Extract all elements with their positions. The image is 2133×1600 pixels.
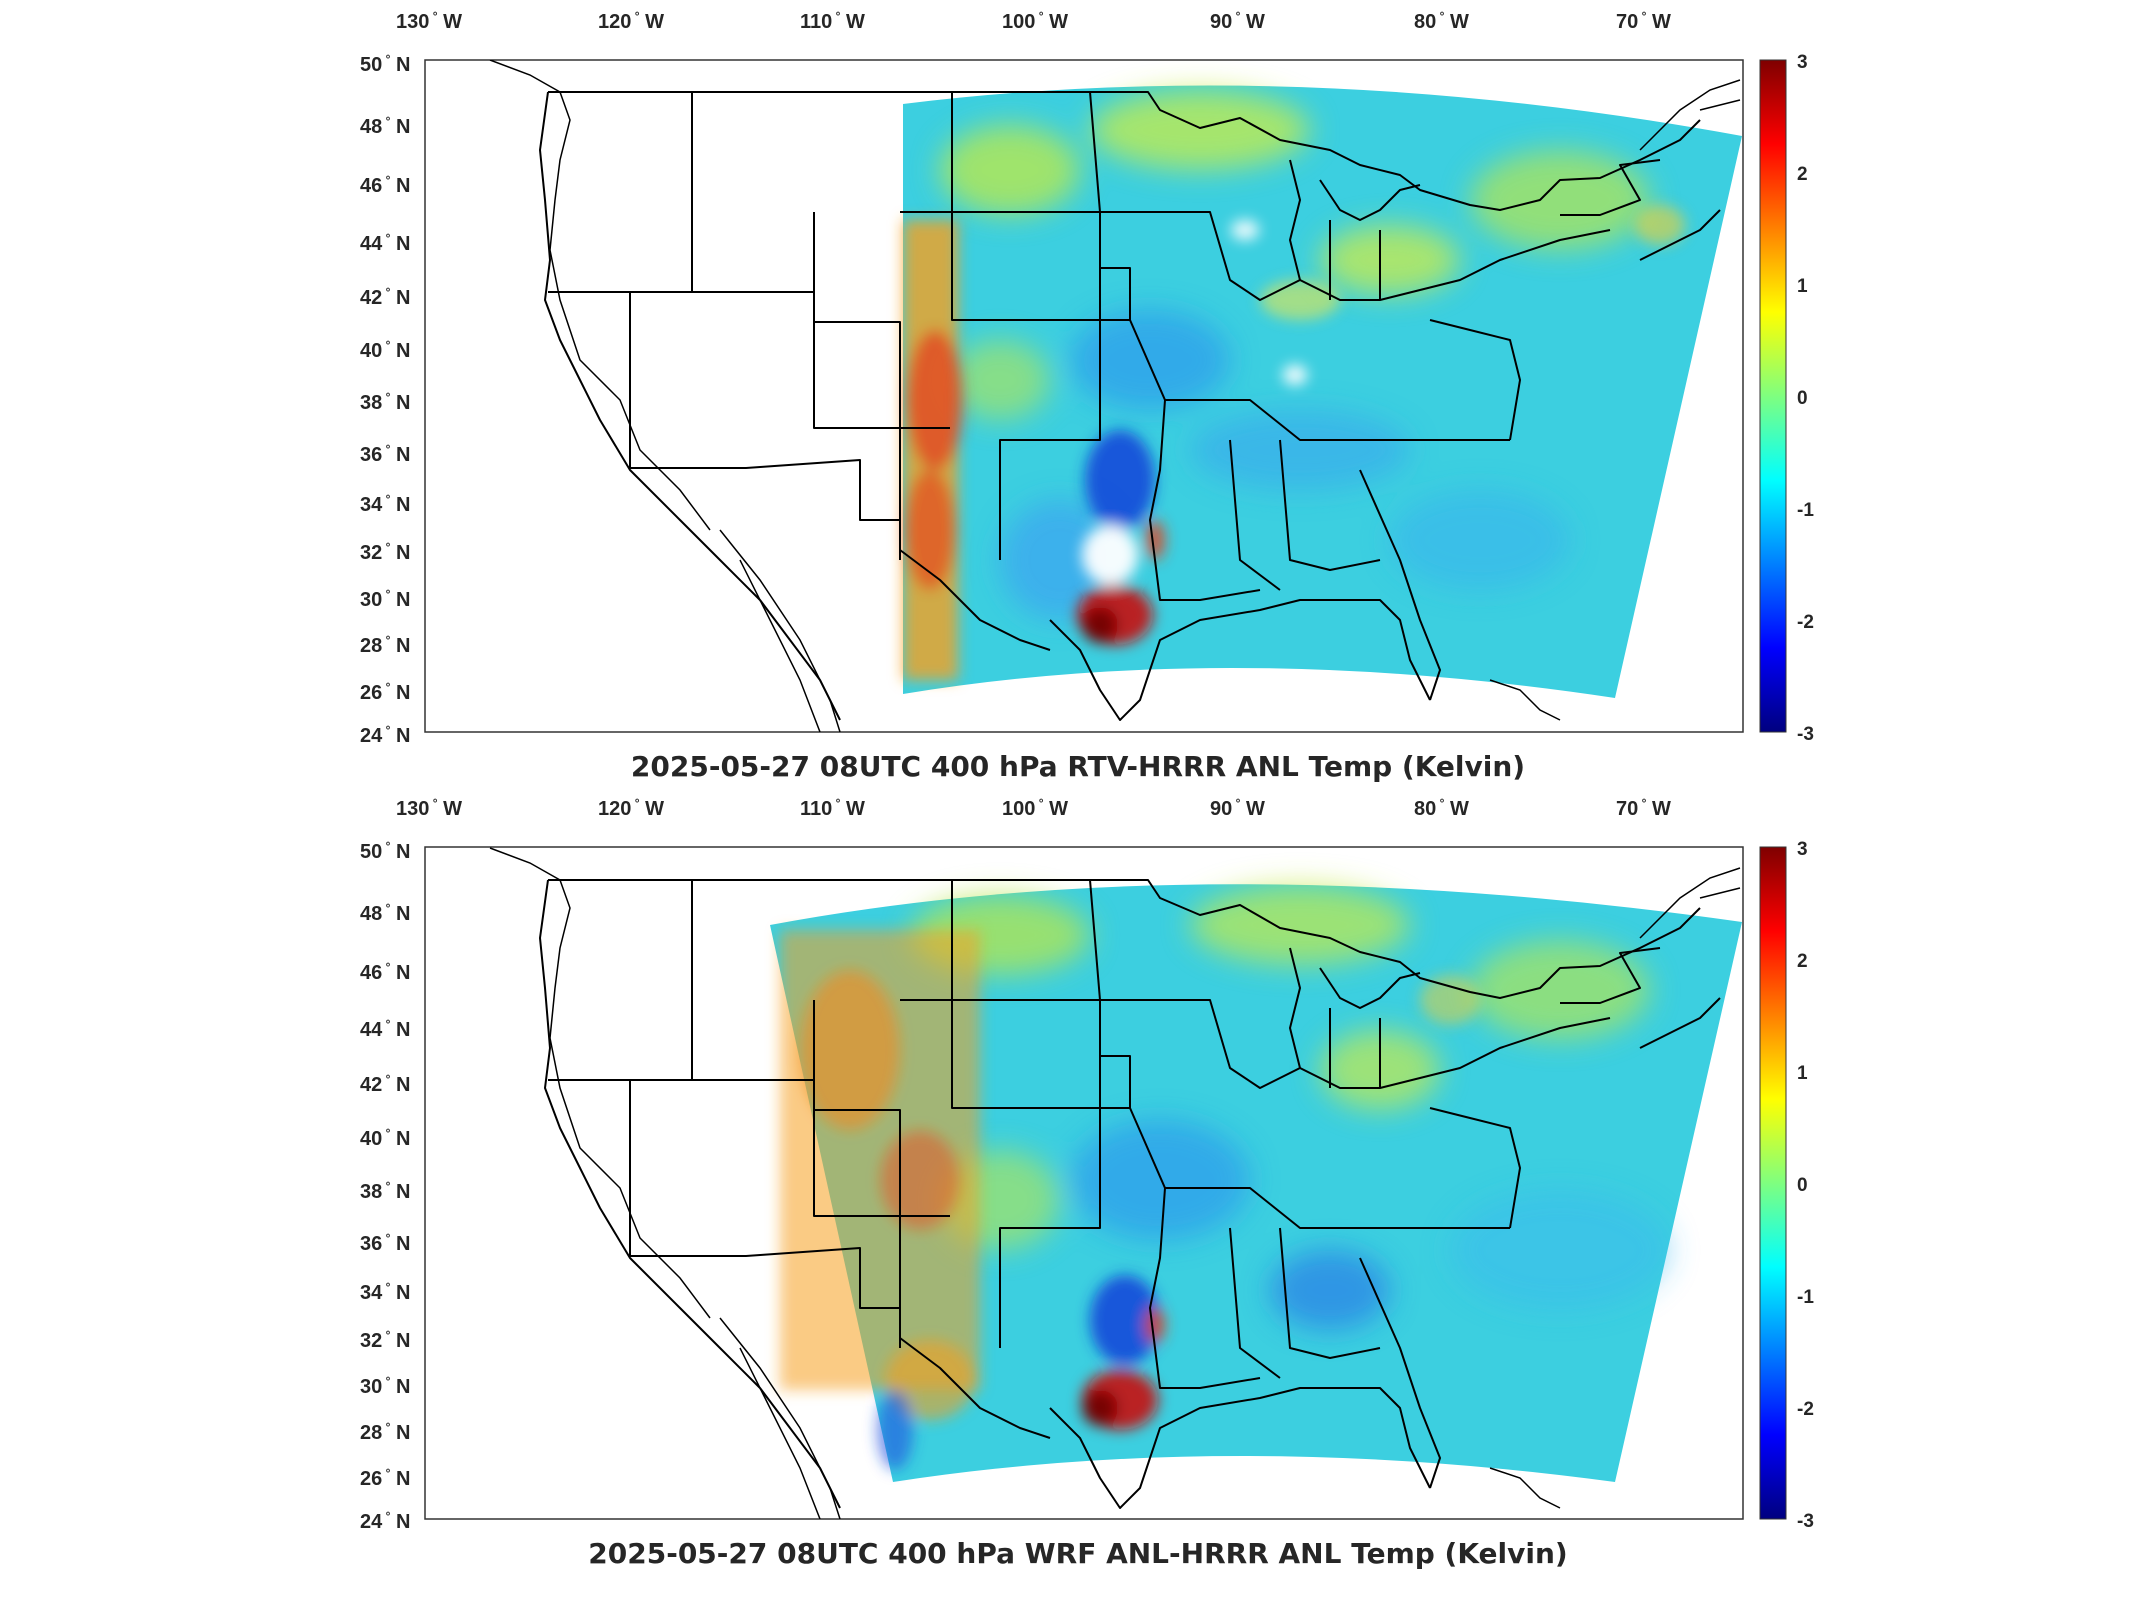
- colorbar-tick: -1: [1797, 500, 1814, 521]
- lat-label: 34 ° N: [360, 1280, 410, 1304]
- colorbar-tick: 3: [1797, 52, 1808, 73]
- lat-label: 30 ° N: [360, 587, 410, 611]
- lat-label: 38 ° N: [360, 390, 410, 414]
- lon-label: 130 ° W: [396, 9, 462, 33]
- lat-label: 46 ° N: [360, 960, 410, 984]
- colorbar-tick: 0: [1797, 1175, 1808, 1196]
- field-domain: [770, 884, 1742, 1482]
- colorbar-tick: 0: [1797, 388, 1808, 409]
- colorbar: 3 2 1 0 -1 -2 -3: [1759, 52, 1814, 745]
- colorbar-tick: 2: [1797, 164, 1808, 185]
- colorbar-gradient: [1759, 59, 1787, 733]
- colorbar-tick: 2: [1797, 951, 1808, 972]
- colorbar-tick: -3: [1797, 1511, 1814, 1532]
- longitude-labels: 130 ° W 120 ° W 110 ° W 100 ° W 90 ° W 8…: [396, 9, 1671, 33]
- lon-label: 80 ° W: [1414, 796, 1469, 820]
- lat-label: 48 ° N: [360, 901, 410, 925]
- lat-label: 40 ° N: [360, 338, 410, 362]
- lon-label: 90 ° W: [1210, 796, 1265, 820]
- lat-label: 50 ° N: [360, 839, 410, 863]
- lat-label: 50 ° N: [360, 52, 410, 76]
- coastlines: [489, 847, 1741, 1519]
- latitude-labels: 50 ° N 48 ° N 46 ° N 44 ° N 42 ° N 40 ° …: [360, 839, 410, 1533]
- lat-label: 36 ° N: [360, 442, 410, 466]
- panel-title: 2025-05-27 08UTC 400 hPa WRF ANL-HRRR AN…: [588, 1537, 1567, 1570]
- latitude-labels: 50 ° N 48 ° N 46 ° N 44 ° N 42 ° N 40 ° …: [360, 52, 410, 747]
- lon-label: 90 ° W: [1210, 9, 1265, 33]
- lon-label: 110 ° W: [800, 796, 865, 820]
- lat-label: 26 ° N: [360, 1466, 410, 1490]
- lat-label: 32 ° N: [360, 540, 410, 564]
- lat-label: 26 ° N: [360, 680, 410, 704]
- lon-label: 120 ° W: [598, 9, 664, 33]
- colorbar-tick: -1: [1797, 1287, 1814, 1308]
- lat-label: 30 ° N: [360, 1374, 410, 1398]
- lat-label: 24 ° N: [360, 1509, 410, 1533]
- colorbar-tick: 3: [1797, 839, 1808, 860]
- lon-label: 100 ° W: [1002, 9, 1068, 33]
- coastlines: [489, 60, 1741, 732]
- lat-label: 38 ° N: [360, 1179, 410, 1203]
- lat-label: 48 ° N: [360, 114, 410, 138]
- panel-title: 2025-05-27 08UTC 400 hPa RTV-HRRR ANL Te…: [631, 750, 1525, 783]
- colorbar: 3 2 1 0 -1 -2 -3: [1759, 839, 1814, 1532]
- panel-top: 130 ° W 120 ° W 110 ° W 100 ° W 90 ° W 8…: [360, 9, 1814, 783]
- lon-label: 70 ° W: [1616, 9, 1671, 33]
- lat-label: 44 ° N: [360, 1017, 410, 1041]
- colorbar-tick: -2: [1797, 1399, 1814, 1420]
- longitude-labels: 130 ° W 120 ° W 110 ° W 100 ° W 90 ° W 8…: [396, 796, 1671, 820]
- colorbar-gradient: [1759, 846, 1787, 1520]
- lon-label: 100 ° W: [1002, 796, 1068, 820]
- colorbar-tick: 1: [1797, 276, 1808, 297]
- state-borders: [539, 91, 1721, 721]
- panel-bottom: 130 ° W 120 ° W 110 ° W 100 ° W 90 ° W 8…: [360, 796, 1814, 1570]
- lat-label: 24 ° N: [360, 723, 410, 747]
- lat-label: 28 ° N: [360, 633, 410, 657]
- lat-label: 36 ° N: [360, 1231, 410, 1255]
- lon-label: 130 ° W: [396, 796, 462, 820]
- colorbar-tick: -3: [1797, 724, 1814, 745]
- lat-label: 42 ° N: [360, 1072, 410, 1096]
- lon-label: 120 ° W: [598, 796, 664, 820]
- lat-label: 44 ° N: [360, 231, 410, 255]
- lat-label: 46 ° N: [360, 173, 410, 197]
- lat-label: 42 ° N: [360, 285, 410, 309]
- colorbar-tick: -2: [1797, 612, 1814, 633]
- lon-label: 80 ° W: [1414, 9, 1469, 33]
- temperature-difference-field: [903, 85, 1742, 699]
- lat-label: 28 ° N: [360, 1420, 410, 1444]
- lat-label: 32 ° N: [360, 1328, 410, 1352]
- lon-label: 70 ° W: [1616, 796, 1671, 820]
- temperature-difference-field: [770, 884, 1742, 1482]
- lat-label: 34 ° N: [360, 492, 410, 516]
- colorbar-tick: 1: [1797, 1063, 1808, 1084]
- lat-label: 40 ° N: [360, 1126, 410, 1150]
- state-borders: [539, 879, 1721, 1509]
- lon-label: 110 ° W: [800, 9, 865, 33]
